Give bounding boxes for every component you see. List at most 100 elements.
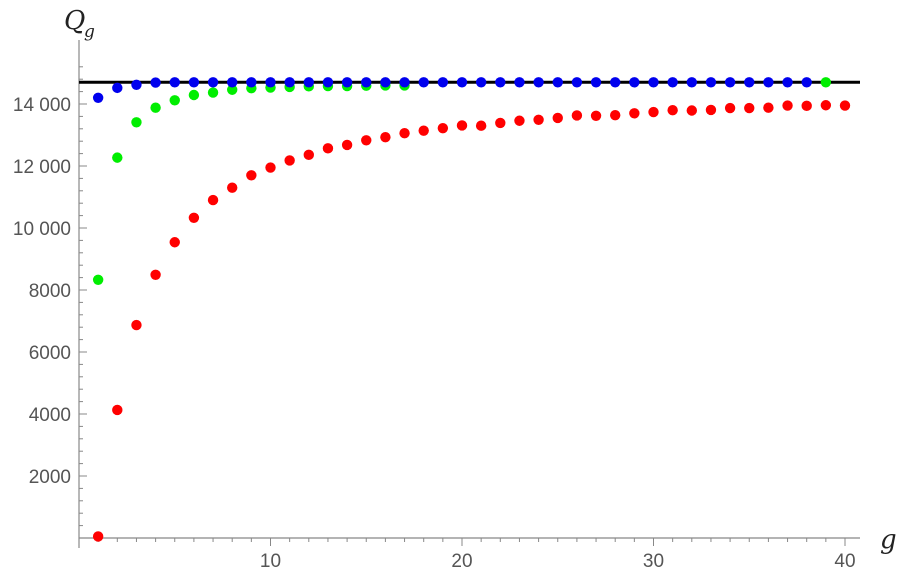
data-point <box>552 77 563 88</box>
x-axis-title: g <box>880 525 897 555</box>
data-point <box>188 89 200 101</box>
data-point <box>341 77 353 88</box>
data-point <box>533 114 544 126</box>
y-tick-label: 2000 <box>29 467 71 488</box>
data-point <box>303 149 314 161</box>
data-point <box>437 77 449 88</box>
data-point <box>801 100 812 112</box>
data-point <box>763 77 774 88</box>
data-point <box>514 115 525 126</box>
data-point <box>92 92 104 104</box>
data-point <box>112 82 123 94</box>
data-point <box>169 237 180 248</box>
data-point <box>380 77 391 88</box>
data-point <box>303 77 314 88</box>
data-point <box>112 404 123 416</box>
data-point <box>571 77 583 88</box>
data-point <box>782 100 793 111</box>
data-point <box>724 102 736 114</box>
data-point <box>265 162 276 173</box>
data-point <box>763 102 774 113</box>
data-point <box>648 77 659 88</box>
data-point <box>169 95 180 106</box>
data-point <box>188 77 200 88</box>
data-point <box>284 77 295 88</box>
data-point <box>610 109 621 121</box>
data-point <box>533 77 544 88</box>
data-point <box>322 77 334 88</box>
data-point <box>686 77 697 88</box>
y-tick-label: 10 000 <box>13 219 71 240</box>
data-point <box>705 77 717 88</box>
data-point <box>207 87 219 98</box>
data-point <box>495 117 506 129</box>
data-point <box>399 127 410 139</box>
y-tick-label: 12 000 <box>13 157 71 178</box>
data-point <box>667 77 678 88</box>
data-point <box>131 117 142 128</box>
data-point <box>227 182 238 193</box>
data-point <box>246 170 257 181</box>
data-point <box>495 77 506 88</box>
data-point <box>705 104 717 116</box>
series-2 <box>92 77 812 104</box>
y-axis-title-subscript: g <box>84 22 95 42</box>
x-tick-label: 10 <box>260 551 281 572</box>
data-point <box>552 112 563 124</box>
y-tick-label: 4000 <box>29 405 71 426</box>
data-point <box>207 194 219 206</box>
data-point <box>399 77 410 88</box>
data-point <box>418 125 429 136</box>
data-point <box>744 102 755 114</box>
series-1 <box>92 77 832 285</box>
data-point <box>820 100 832 111</box>
data-point <box>475 120 487 131</box>
y-axis-title: Q <box>64 6 85 36</box>
data-point <box>207 77 219 88</box>
x-tick-label: 20 <box>451 551 472 572</box>
data-point <box>150 102 161 113</box>
data-point <box>418 77 429 88</box>
data-point <box>648 106 659 118</box>
data-points <box>92 77 851 542</box>
y-tick-label: 14 000 <box>13 95 71 116</box>
data-point <box>724 77 736 88</box>
data-point <box>150 77 161 88</box>
ticks: 10 20 30 40 2000 4000 6000 8000 10 000 12 000 14 0… <box>13 66 856 572</box>
data-point <box>590 77 602 88</box>
data-point <box>380 131 391 143</box>
data-point <box>820 77 832 88</box>
data-point <box>322 143 334 154</box>
data-point <box>188 212 200 223</box>
data-point <box>629 77 640 88</box>
data-point <box>437 122 449 134</box>
data-point <box>667 105 678 116</box>
data-point <box>475 77 487 88</box>
data-point <box>227 77 238 88</box>
data-point <box>361 135 372 146</box>
data-point <box>361 77 372 88</box>
axes <box>78 40 860 548</box>
x-tick-label: 30 <box>643 551 664 572</box>
data-point <box>150 269 161 281</box>
data-point <box>246 77 257 88</box>
y-tick-label: 8000 <box>29 281 71 302</box>
data-point <box>265 77 276 88</box>
data-point <box>629 108 640 119</box>
data-point <box>514 77 525 88</box>
data-point <box>744 77 755 88</box>
data-point <box>169 77 180 88</box>
data-point <box>782 77 793 88</box>
y-tick-label: 6000 <box>29 343 71 364</box>
data-point <box>92 531 104 542</box>
data-point <box>341 139 353 151</box>
data-point <box>686 105 697 116</box>
data-point <box>571 110 583 121</box>
data-point <box>131 79 142 90</box>
data-point <box>131 319 142 331</box>
data-point <box>227 84 238 95</box>
data-point <box>112 152 123 163</box>
data-point <box>92 274 104 285</box>
data-point <box>801 77 812 88</box>
